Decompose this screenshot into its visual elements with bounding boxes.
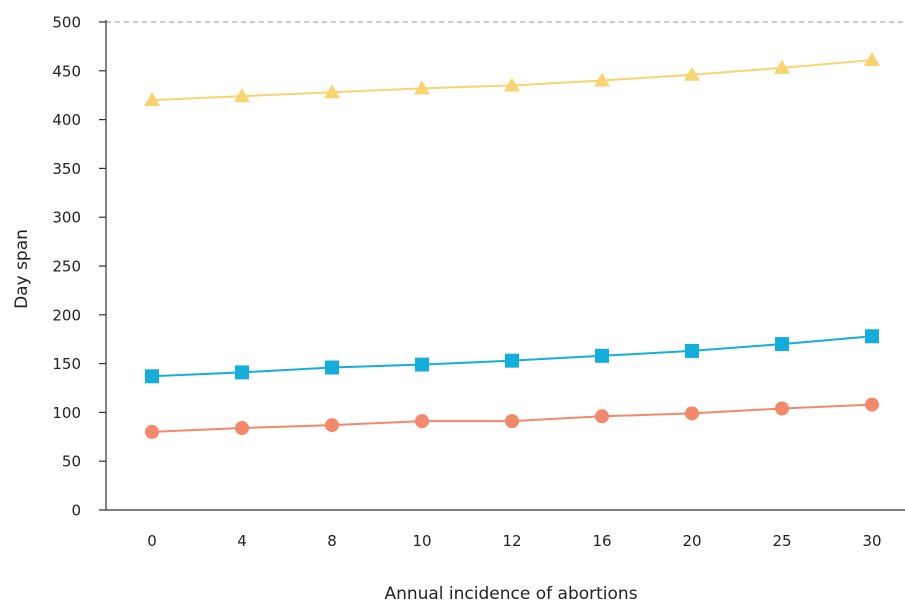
- data-point-circle: [145, 424, 159, 439]
- data-point-triangle: [234, 88, 250, 103]
- data-point-triangle: [144, 92, 160, 107]
- data-point-square: [865, 329, 879, 344]
- y-tick-label: 200: [52, 306, 81, 324]
- y-tick-label: 100: [52, 404, 81, 422]
- data-point-square: [595, 348, 609, 363]
- data-point-triangle: [414, 80, 430, 95]
- x-tick-label: 8: [327, 532, 337, 550]
- y-tick-label: 500: [52, 14, 81, 32]
- data-point-square: [505, 353, 519, 368]
- data-point-circle: [865, 397, 879, 412]
- data-point-square: [145, 369, 159, 384]
- y-tick-label: 400: [52, 111, 81, 129]
- x-tick-label: 0: [147, 532, 157, 550]
- data-point-square: [415, 357, 429, 372]
- data-point-square: [325, 360, 339, 375]
- data-point-square: [775, 337, 789, 352]
- series-triangle: [144, 52, 880, 107]
- y-tick-label: 250: [52, 258, 81, 276]
- data-point-triangle: [684, 66, 700, 81]
- data-point-triangle: [864, 52, 880, 67]
- data-point-triangle: [504, 77, 520, 92]
- y-tick-label: 350: [52, 160, 81, 178]
- y-tick-label: 300: [52, 209, 81, 227]
- x-axis-label: Annual incidence of abortions: [384, 584, 637, 604]
- data-point-circle: [325, 418, 339, 433]
- y-tick-label: 450: [52, 62, 81, 80]
- data-point-circle: [415, 414, 429, 429]
- y-ticks: 0 50 100 150 200 250 300 350 400 450 500: [52, 14, 106, 520]
- x-tick-label: 16: [592, 532, 611, 550]
- y-axis-label: Day span: [12, 229, 32, 309]
- x-tick-label: 20: [682, 532, 701, 550]
- series-square: [145, 329, 879, 384]
- data-point-triangle: [774, 59, 790, 74]
- data-point-triangle: [594, 72, 610, 87]
- y-tick-label: 150: [52, 355, 81, 373]
- x-tick-label: 30: [862, 532, 881, 550]
- data-point-circle: [595, 409, 609, 424]
- data-point-circle: [505, 414, 519, 429]
- data-point-circle: [685, 406, 699, 421]
- y-tick-label: 0: [71, 502, 81, 520]
- x-tick-label: 25: [772, 532, 791, 550]
- series-group: [144, 52, 880, 439]
- x-tick-label: 10: [412, 532, 431, 550]
- data-point-circle: [775, 401, 789, 416]
- data-point-circle: [235, 421, 249, 436]
- data-point-square: [685, 343, 699, 358]
- x-tick-label: 12: [502, 532, 521, 550]
- series-circle: [145, 397, 879, 439]
- data-point-square: [235, 365, 249, 380]
- data-point-triangle: [324, 84, 340, 99]
- x-tick-labels: 0 4 8 10 12 16 20 25 30: [147, 532, 881, 550]
- y-tick-label: 50: [62, 453, 81, 471]
- x-tick-label: 4: [237, 532, 247, 550]
